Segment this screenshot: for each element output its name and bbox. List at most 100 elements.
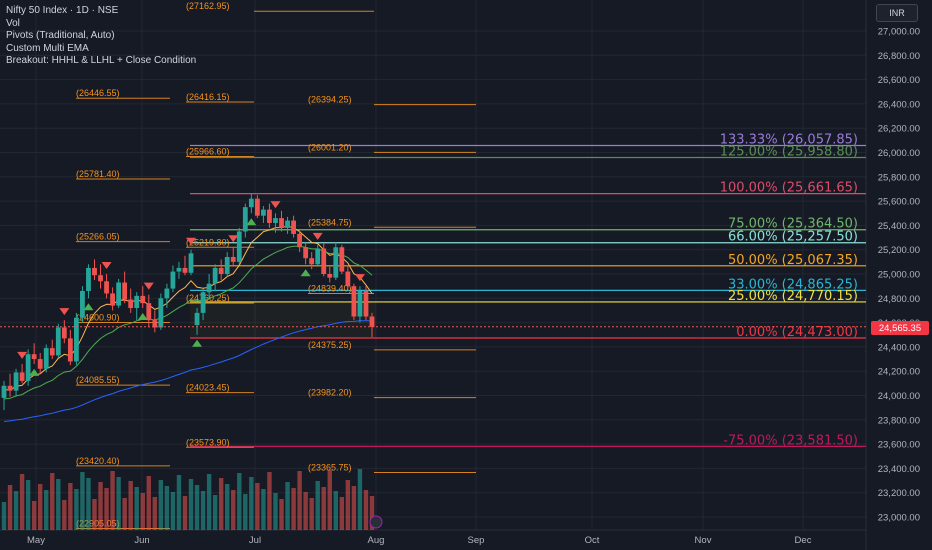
volume-bar [285, 482, 290, 530]
y-tick-label: 25,400.00 [878, 221, 920, 232]
volume-bar [86, 478, 91, 530]
volume-bar [37, 484, 43, 530]
breakdown-marker [354, 274, 365, 282]
breakout-marker [29, 368, 40, 376]
y-tick-label: 25,600.00 [878, 197, 920, 208]
pivot-label: (24760.25) [186, 293, 230, 303]
volume-bar [134, 487, 139, 530]
candle-body [37, 359, 43, 369]
volume-bar [176, 475, 182, 530]
candle-body [80, 291, 85, 318]
volume-bar [56, 479, 61, 530]
candle-body [7, 385, 13, 391]
breakdown-marker [186, 237, 197, 245]
candle-body [31, 354, 37, 360]
candle-body [309, 258, 315, 265]
volume-bar [80, 472, 85, 530]
volume-bar [31, 501, 37, 530]
y-tick-label: 27,000.00 [878, 27, 920, 38]
pivot-label: (26394.25) [308, 95, 352, 105]
candle-body [291, 220, 296, 234]
candle-body [194, 312, 200, 326]
volume-bar [351, 486, 357, 530]
legend-ema[interactable]: Custom Multi EMA [6, 42, 89, 54]
candle-body [333, 247, 339, 278]
volume-bar [188, 479, 194, 530]
x-tick-label: Jul [249, 535, 261, 546]
candle-body [273, 218, 278, 223]
fib-label: 0.00% (24,473.00) [736, 325, 858, 340]
fib-label: 125.00% (25,958.80) [720, 145, 858, 160]
y-tick-label: 25,000.00 [878, 270, 920, 281]
volume-bar [218, 478, 224, 530]
last-price-label: 24,565.35 [871, 321, 929, 335]
pivot-label: (22905.05) [76, 519, 120, 529]
pivot-label: (23420.40) [76, 456, 120, 466]
candle-body [1, 385, 7, 398]
legend-breakout[interactable]: Breakout: HHHL & LLHL + Close Condition [6, 55, 197, 66]
breakout-marker [137, 313, 148, 321]
candle-body [267, 209, 272, 223]
candle-body [152, 320, 158, 328]
volume-bar [345, 480, 351, 530]
candle-body [146, 303, 152, 321]
candle-body [176, 267, 182, 272]
legend-pivots[interactable]: Pivots (Traditional, Auto) [6, 30, 115, 41]
pivot-label: (27162.95) [186, 1, 230, 11]
y-tick-label: 24,400.00 [878, 342, 920, 353]
pivot-label: (23982.20) [308, 388, 352, 398]
volume-bar [92, 499, 97, 530]
pivot-label: (24085.55) [76, 375, 120, 385]
volume-bar [309, 498, 314, 530]
breakdown-marker [101, 262, 112, 269]
pivot-label: (23573.90) [186, 437, 230, 447]
candle-body [363, 291, 369, 317]
candle-body [140, 295, 146, 304]
candle-body [73, 317, 79, 362]
pivot-label: (24023.45) [186, 383, 230, 393]
y-tick-label: 24,800.00 [878, 294, 920, 305]
volume-bar [231, 490, 236, 530]
candle-body [13, 372, 19, 391]
fib-zone-shade [190, 301, 376, 339]
breakout-marker [192, 339, 203, 347]
candle-body [188, 253, 194, 273]
volume-bar [44, 490, 49, 530]
y-tick-label: 26,800.00 [878, 51, 920, 62]
volume-bar [267, 472, 272, 530]
pivot-label: (24375.25) [308, 340, 352, 350]
candle-body [164, 288, 170, 299]
pivot-label: (25781.40) [76, 169, 120, 179]
candle-body [122, 282, 128, 300]
candle-body [43, 348, 49, 369]
currency-button[interactable]: INR [876, 4, 918, 22]
x-tick-label: Jun [134, 535, 149, 546]
pivot-label: (24839.40) [308, 284, 352, 294]
volume-bar [279, 499, 284, 530]
x-tick-label: Aug [368, 535, 385, 546]
pivot-label: (26416.15) [186, 92, 230, 102]
volume-bar [128, 481, 133, 530]
candle-body [49, 348, 55, 356]
candle-body [345, 271, 351, 287]
volume-bar [13, 491, 19, 530]
candle-body [254, 198, 260, 216]
legend-symbol-title[interactable]: Nifty 50 Index · 1D · NSE [6, 5, 119, 16]
fib-label: 133.33% (26,057.85) [720, 132, 858, 147]
candle-body [242, 207, 248, 232]
volume-bar [104, 488, 109, 530]
volume-bar [7, 485, 13, 530]
volume-bar [116, 477, 121, 530]
candle-body [369, 316, 375, 327]
y-tick-label: 23,400.00 [878, 464, 920, 475]
pivot-label: (25966.60) [186, 147, 230, 157]
candle-body [134, 295, 140, 309]
volume-bar [146, 476, 151, 530]
volume-bar [333, 491, 339, 530]
breakdown-marker [59, 308, 70, 316]
legend-volume[interactable]: Vol [6, 17, 20, 29]
candle-body [285, 220, 290, 228]
event-marker-icon [369, 515, 383, 529]
